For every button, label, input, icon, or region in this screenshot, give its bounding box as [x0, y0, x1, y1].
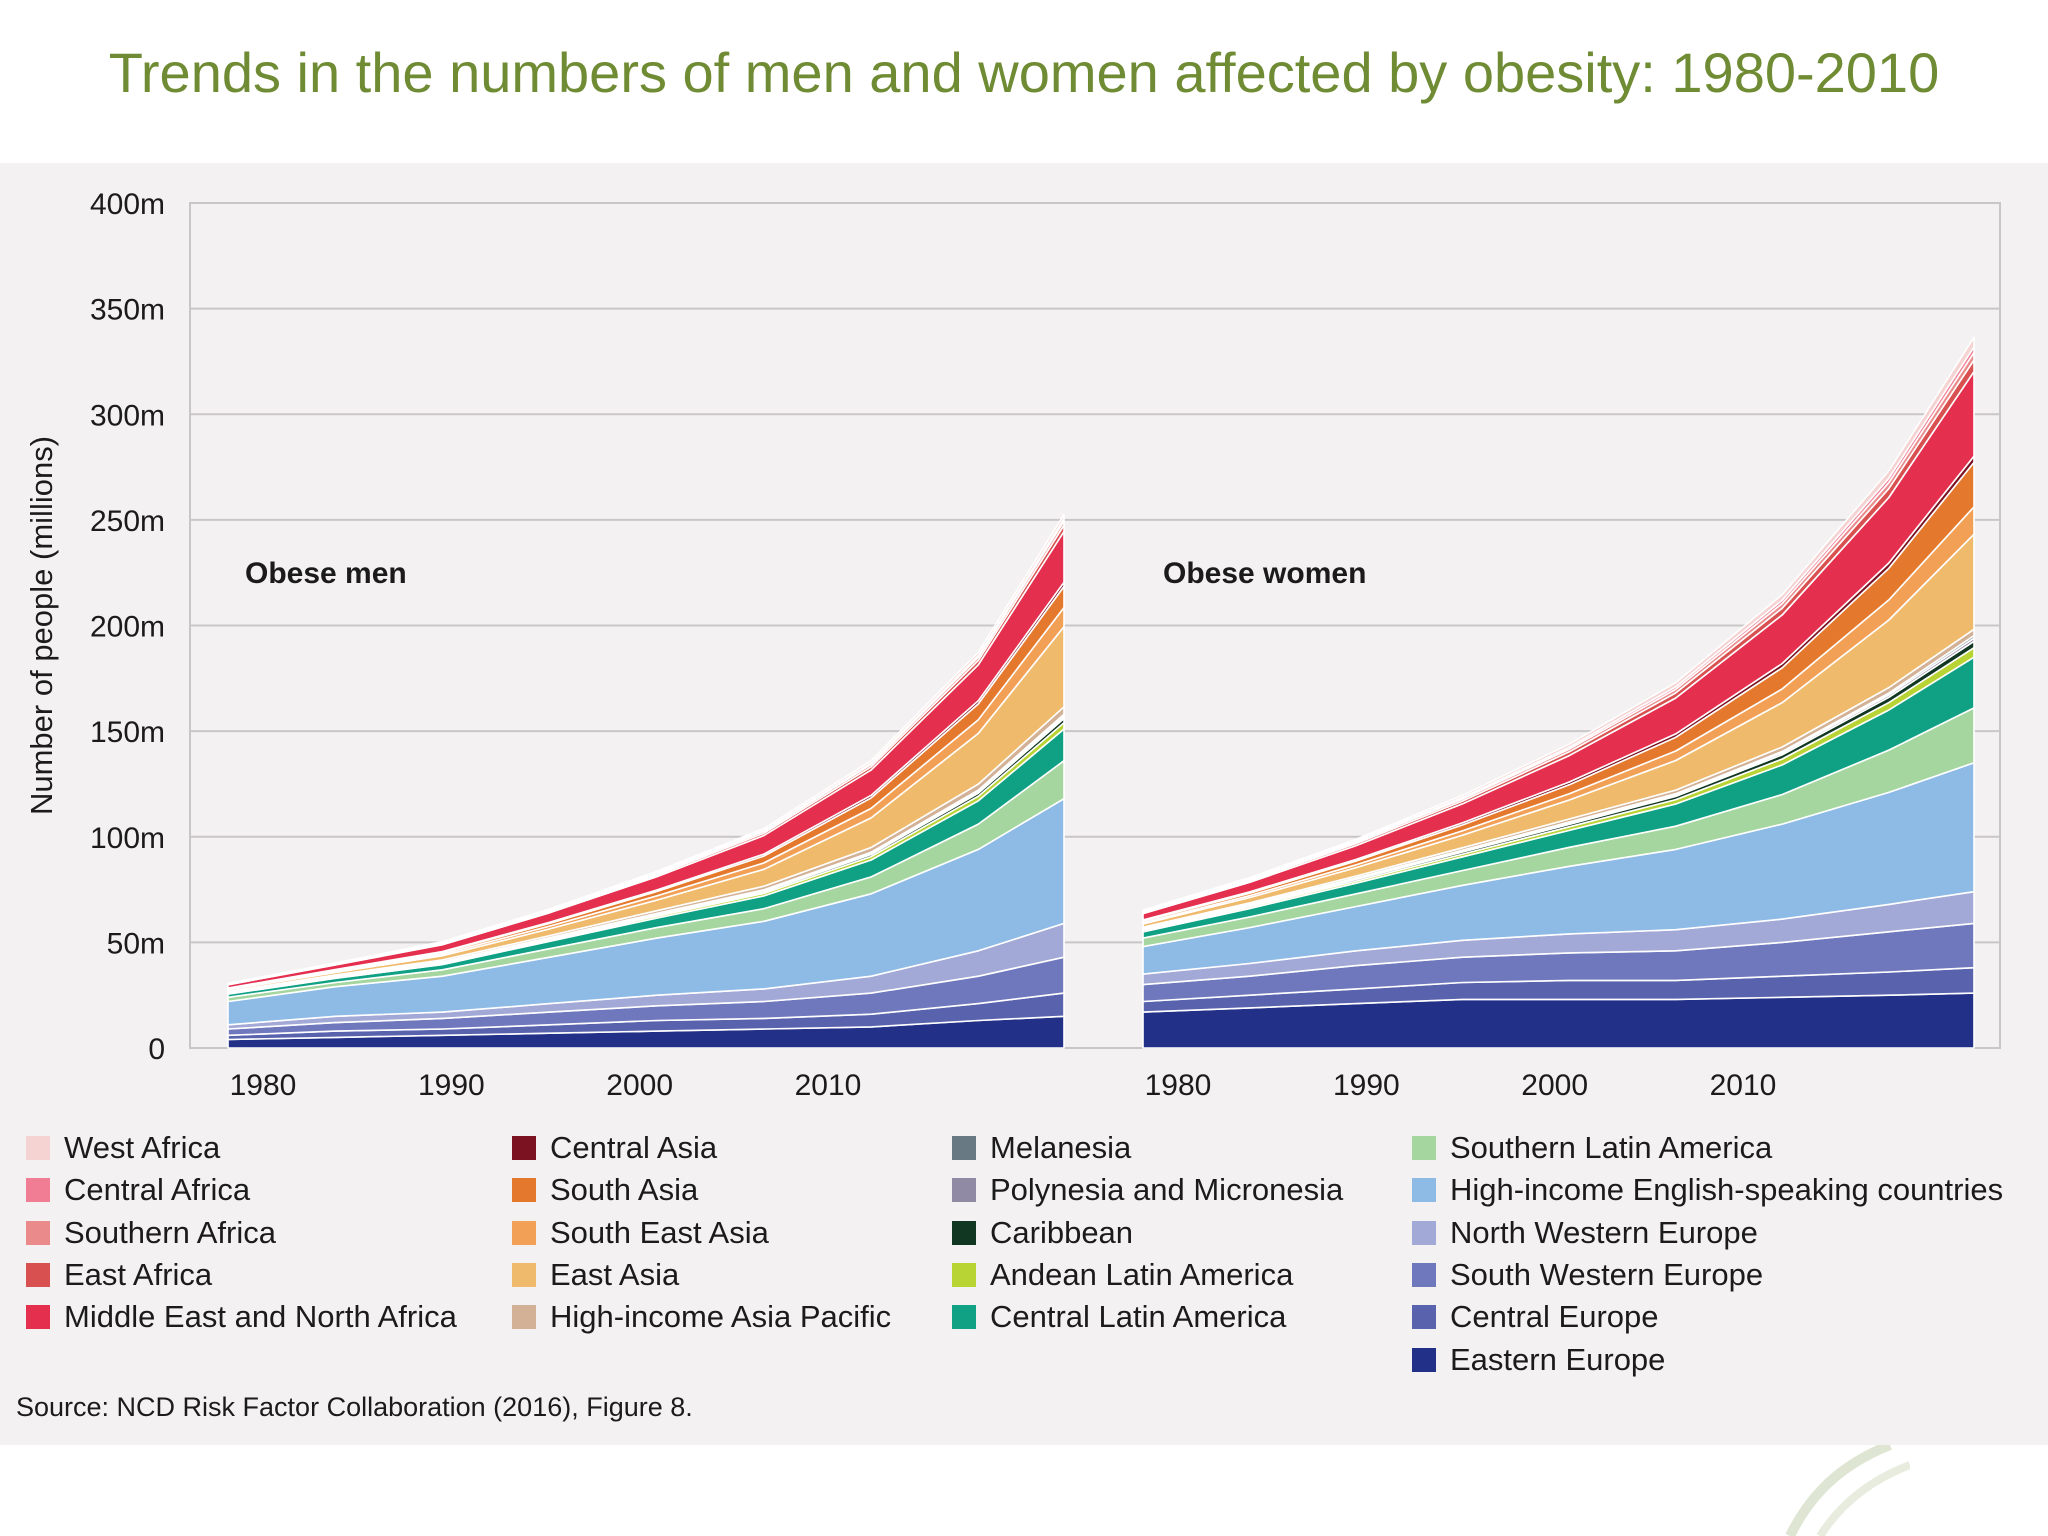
area-west-africa — [227, 513, 1065, 985]
legend-swatch — [26, 1305, 50, 1330]
x-tick-label: 1980 — [230, 1069, 297, 1102]
y-tick-label: 150m — [90, 716, 165, 749]
legend-item: East Africa — [26, 1255, 212, 1295]
legend-swatch — [26, 1262, 50, 1287]
legend-item: Southern Latin America — [1412, 1128, 1772, 1168]
legend-label: South Western Europe — [1450, 1256, 1764, 1292]
legend-label: Central Africa — [64, 1172, 251, 1208]
legend-label: Caribbean — [990, 1214, 1134, 1250]
legend-label: High-income Asia Pacific — [550, 1299, 892, 1335]
legend-item: Central Europe — [1412, 1297, 1659, 1337]
legend-label: South Asia — [550, 1172, 699, 1208]
source-note: Source: NCD Risk Factor Collaboration (2… — [16, 1392, 693, 1422]
legend-item: Caribbean — [952, 1213, 1133, 1253]
legend-label: Andean Latin America — [990, 1256, 1294, 1292]
legend-label: Central Asia — [550, 1130, 718, 1165]
legend-swatch — [26, 1178, 50, 1203]
legend-swatch — [1412, 1178, 1436, 1203]
legend-item: East Asia — [512, 1255, 679, 1295]
y-tick-label: 400m — [90, 188, 165, 221]
legend-label: Southern Africa — [64, 1214, 276, 1250]
legend-swatch — [512, 1178, 536, 1203]
legend-label: Central Latin America — [990, 1299, 1287, 1335]
legend-swatch — [512, 1305, 536, 1330]
legend-item: South East Asia — [512, 1213, 769, 1253]
legend-label: East Africa — [64, 1256, 213, 1292]
legend-item: Central Asia — [512, 1128, 717, 1168]
legend-swatch — [952, 1178, 976, 1203]
legend-label: Central Europe — [1450, 1299, 1659, 1335]
legend-swatch — [1412, 1305, 1436, 1330]
legend-item: Central Latin America — [952, 1297, 1286, 1337]
legend-item: Middle East and North Africa — [26, 1297, 457, 1337]
legend-swatch — [952, 1305, 976, 1330]
legend-swatch — [1412, 1347, 1436, 1372]
men-panel-areas — [227, 513, 1065, 1049]
legend-item: High-income English-speaking countries — [1412, 1170, 2003, 1210]
legend-label: Polynesia and Micronesia — [990, 1172, 1344, 1208]
obesity-area-chart: 0 50m 100m 150m 200m 250m 300m 350m 400m Number o… — [24, 188, 2001, 1102]
legend-swatch — [1412, 1220, 1436, 1245]
legend-label: Eastern Europe — [1450, 1341, 1666, 1377]
y-tick-label: 0 — [148, 1033, 165, 1066]
x-tick-label: 2000 — [1521, 1069, 1588, 1102]
legend-swatch — [26, 1136, 50, 1160]
legend-swatch — [952, 1220, 976, 1245]
y-axis-label: Number of people (millions) — [24, 436, 59, 815]
legend-item: North Western Europe — [1412, 1213, 1758, 1253]
legend-item: Melanesia — [952, 1128, 1131, 1168]
y-tick-label: 200m — [90, 611, 165, 644]
y-tick-label: 50m — [107, 927, 165, 960]
legend-item: West Africa — [26, 1128, 220, 1168]
panel-label: Obese women — [1163, 557, 1366, 590]
legend-label: Middle East and North Africa — [64, 1299, 457, 1335]
panel-label: Obese men — [245, 557, 407, 590]
legend-swatch — [26, 1220, 50, 1245]
legend-label: North Western Europe — [1450, 1214, 1758, 1250]
x-tick-label: 1980 — [1145, 1069, 1212, 1102]
legend-label: East Asia — [550, 1256, 680, 1292]
leaf-decoration — [1785, 1445, 1910, 1536]
x-tick-label: 1990 — [1333, 1069, 1400, 1102]
legend-label: West Africa — [64, 1130, 221, 1165]
legend-swatch — [512, 1220, 536, 1245]
legend-label: Melanesia — [990, 1130, 1132, 1165]
legend-item: Southern Africa — [26, 1213, 276, 1253]
legend-item: High-income Asia Pacific — [512, 1297, 891, 1337]
legend-label: South East Asia — [550, 1214, 769, 1250]
legend-label: High-income English-speaking countries — [1450, 1172, 2004, 1208]
legend-label: Southern Latin America — [1450, 1130, 1773, 1165]
x-tick-label: 2010 — [1710, 1069, 1777, 1102]
slide-title: Trends in the numbers of men and women a… — [108, 41, 1940, 104]
x-tick-label: 2000 — [606, 1069, 673, 1102]
x-tick-label: 2010 — [795, 1069, 862, 1102]
y-tick-label: 250m — [90, 505, 165, 538]
legend-item: South Western Europe — [1412, 1255, 1763, 1295]
area-west-africa — [1142, 336, 1975, 912]
legend-swatch — [1412, 1262, 1436, 1287]
legend-item: Eastern Europe — [1412, 1340, 1665, 1380]
legend-swatch — [512, 1262, 536, 1287]
women-panel-areas — [1142, 336, 1975, 1049]
legend-swatch — [952, 1262, 976, 1287]
legend-item: Central Africa — [26, 1170, 250, 1210]
x-tick-label: 1990 — [418, 1069, 485, 1102]
y-tick-label: 350m — [90, 294, 165, 327]
legend-item: Polynesia and Micronesia — [952, 1170, 1343, 1210]
legend-swatch — [1412, 1136, 1436, 1160]
y-tick-label: 100m — [90, 822, 165, 855]
legend-swatch — [952, 1136, 976, 1160]
figure-panel: 0 50m 100m 150m 200m 250m 300m 350m 400m Number o… — [0, 163, 2048, 1445]
y-tick-label: 300m — [90, 399, 165, 432]
legend-swatch — [512, 1136, 536, 1160]
legend-item: South Asia — [512, 1170, 698, 1210]
legend-item: Andean Latin America — [952, 1255, 1293, 1295]
